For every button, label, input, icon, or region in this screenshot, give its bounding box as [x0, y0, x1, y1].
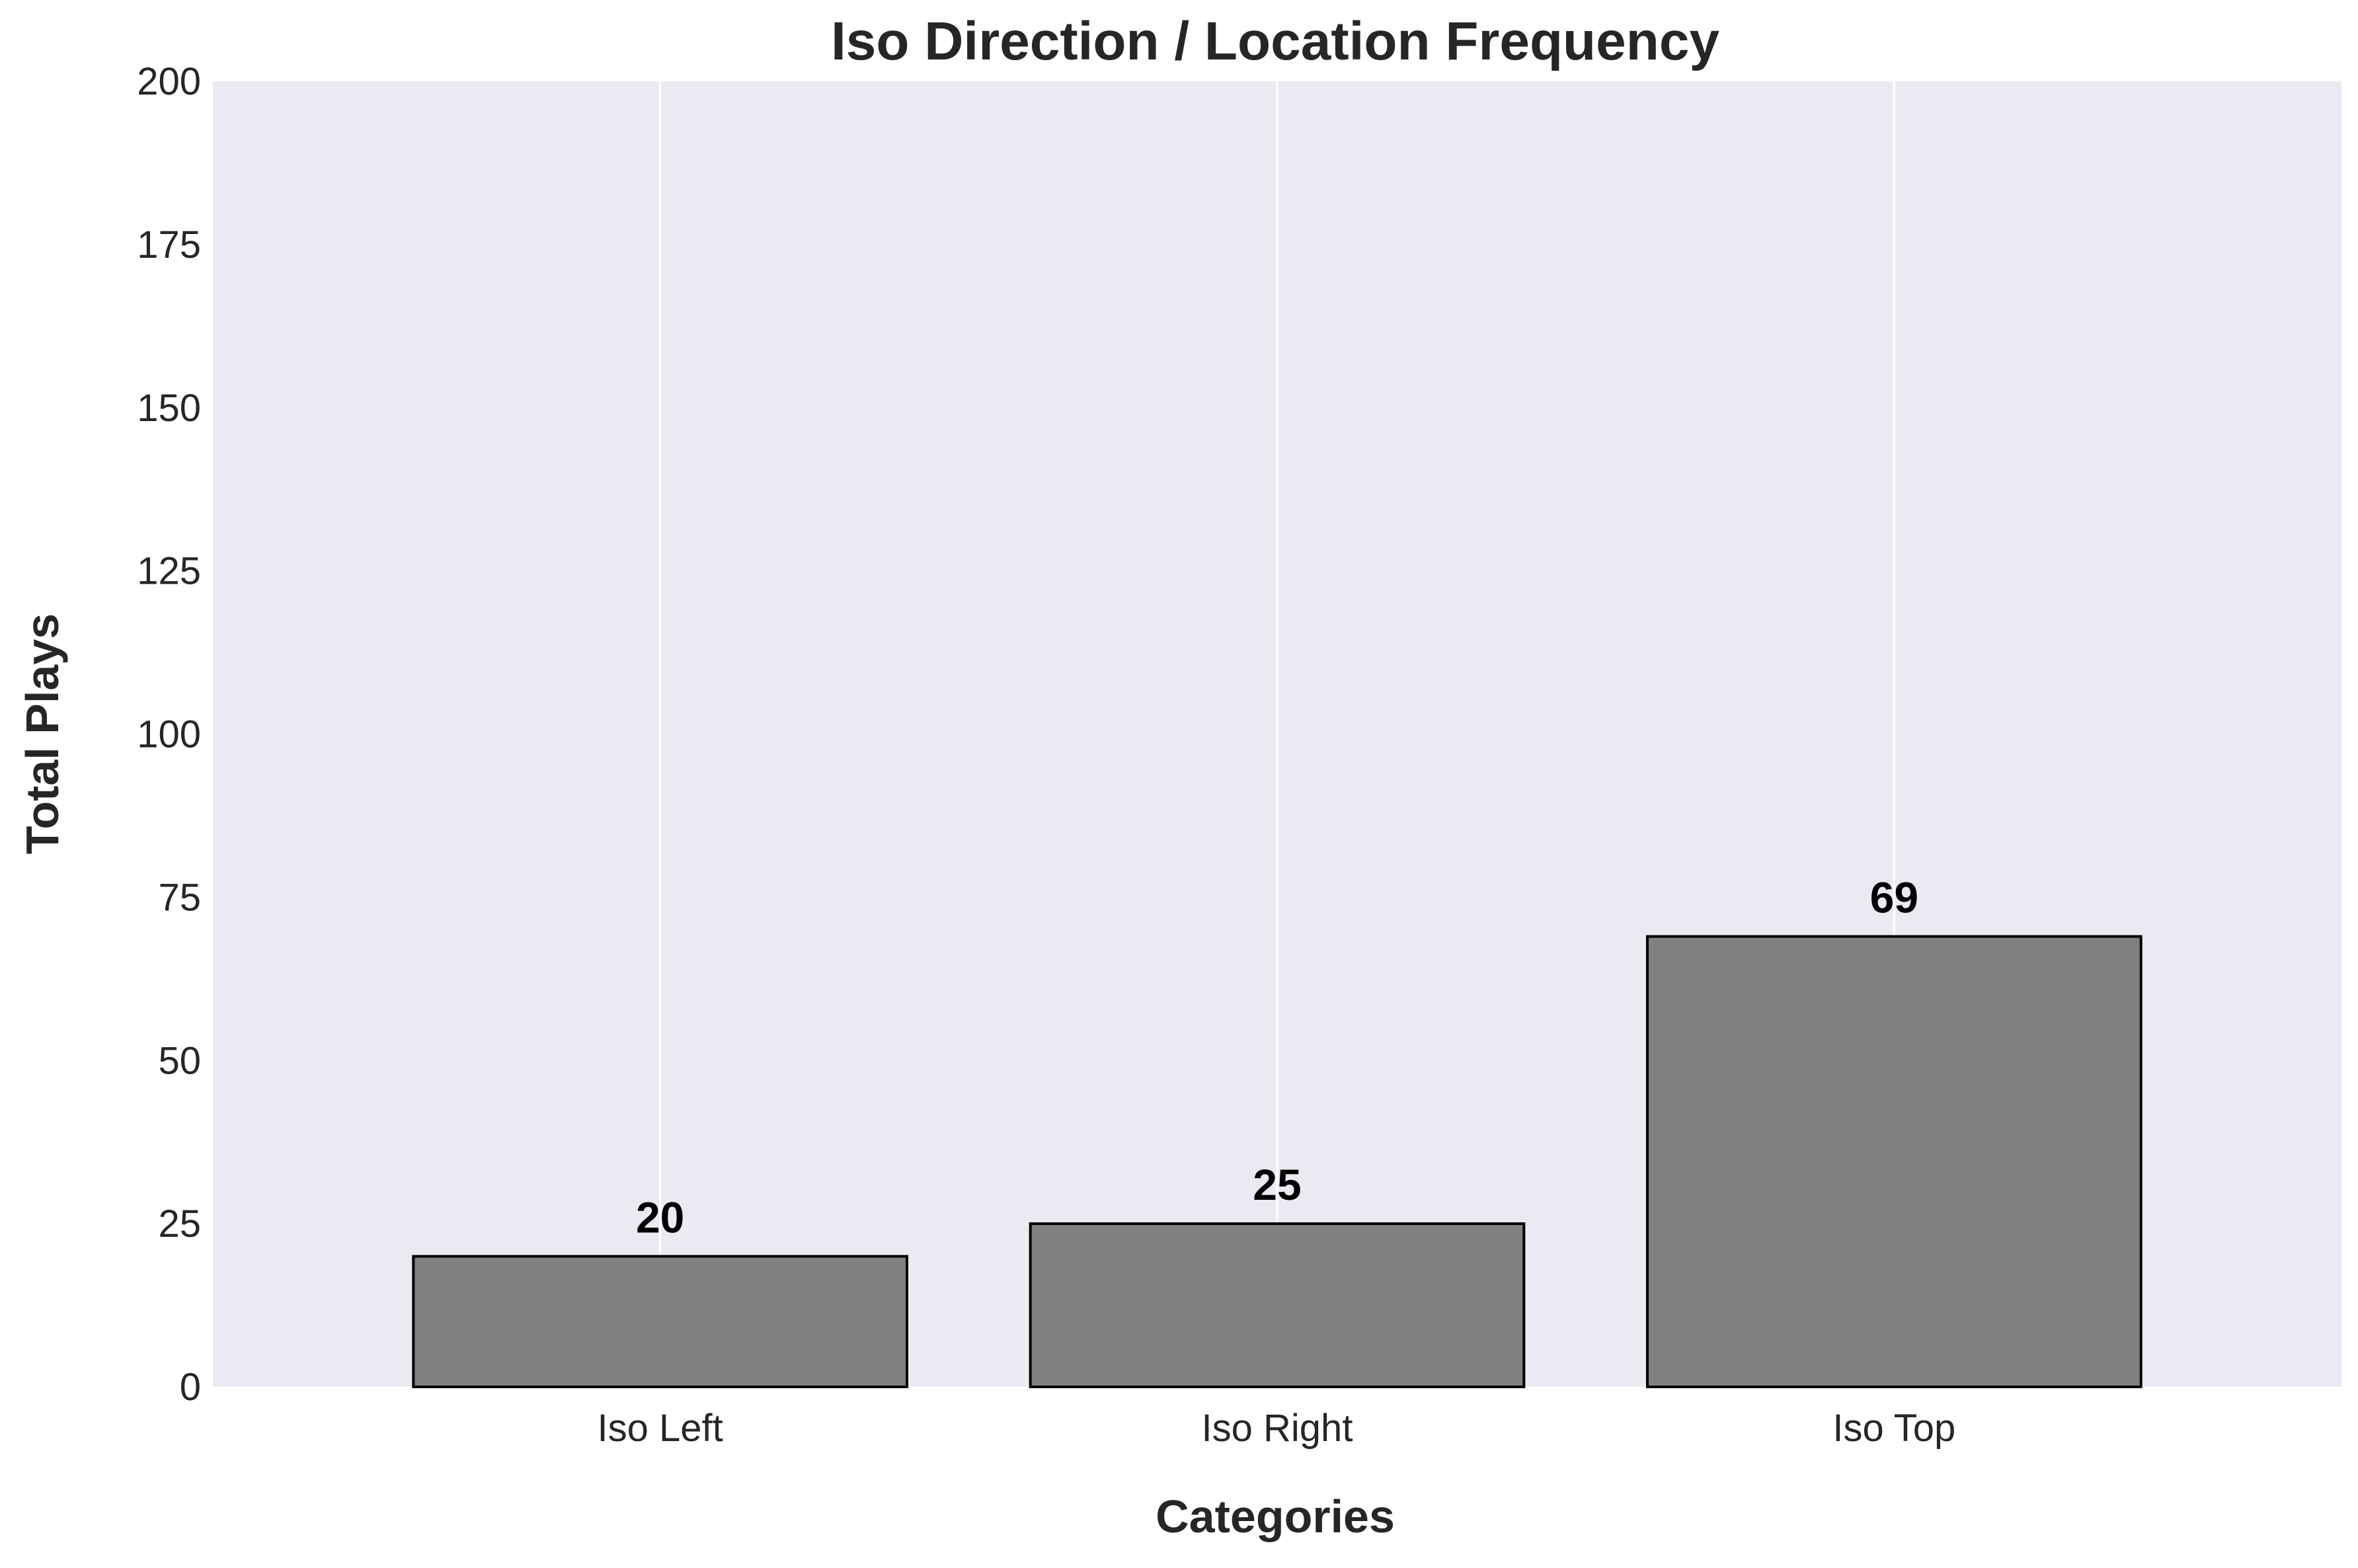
x-tick-label-iso-right: Iso Right — [1202, 1407, 1353, 1450]
y-tick-label-25: 25 — [158, 1202, 201, 1245]
y-tick-label-0: 0 — [180, 1366, 201, 1409]
x-tick-label-iso-top: Iso Top — [1832, 1407, 1955, 1450]
x-axis-ticks: Iso Left Iso Right Iso Top — [598, 1407, 1956, 1450]
bar-iso-right — [1029, 1222, 1526, 1388]
bars — [412, 935, 2142, 1388]
y-tick-label-175: 175 — [137, 223, 201, 266]
y-tick-label-125: 125 — [137, 550, 201, 593]
y-axis-ticks: 0 25 50 75 100 125 150 175 200 — [137, 60, 201, 1409]
chart-title: Iso Direction / Location Frequency — [831, 11, 1720, 71]
value-label-iso-right: 25 — [1253, 1160, 1301, 1209]
x-tick-label-iso-left: Iso Left — [598, 1407, 723, 1450]
value-label-iso-top: 69 — [1870, 873, 1918, 922]
value-labels: 20 25 69 — [636, 873, 1918, 1242]
y-axis-label: Total Plays — [17, 613, 68, 854]
bar-iso-left — [412, 1255, 908, 1388]
y-tick-label-100: 100 — [137, 713, 201, 756]
x-axis-label: Categories — [1156, 1491, 1395, 1542]
y-tick-label-75: 75 — [158, 876, 201, 919]
y-tick-label-50: 50 — [158, 1039, 201, 1082]
y-tick-label-200: 200 — [137, 60, 201, 103]
value-label-iso-left: 20 — [636, 1193, 684, 1242]
bar-iso-top — [1646, 935, 2142, 1388]
y-tick-label-150: 150 — [137, 387, 201, 430]
